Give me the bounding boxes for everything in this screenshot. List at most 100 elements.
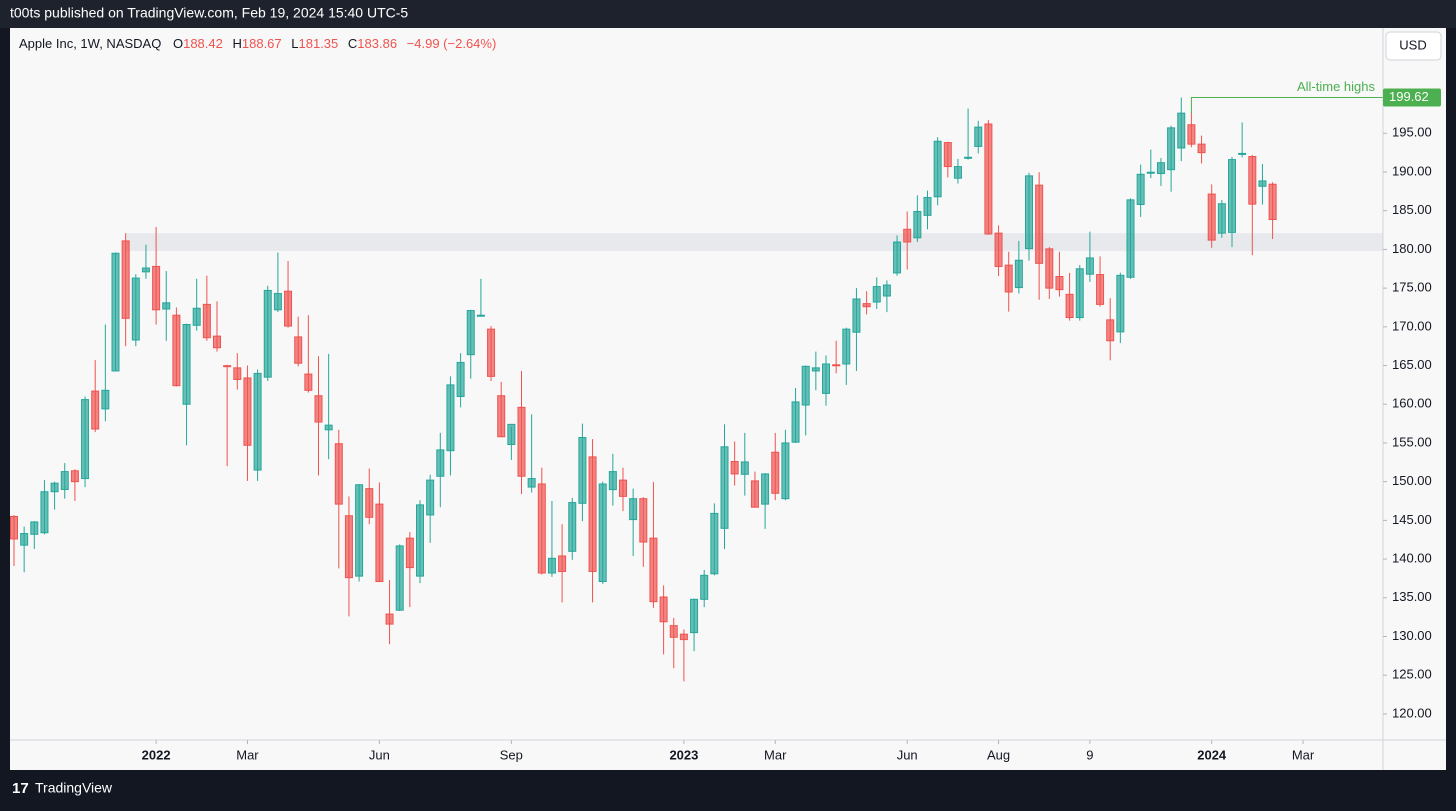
x-tick-label: Jun [369,747,390,762]
candle-body [10,515,18,540]
candle-body [476,314,485,317]
candle-body [1075,268,1084,319]
candle-body [537,483,546,574]
candle-body [141,267,150,273]
candle-body [1248,156,1257,205]
candle-body [344,515,353,579]
candle-body [20,533,29,546]
candle-body [91,390,100,430]
y-tick-label: 125.00 [1392,667,1432,682]
x-tick-label: Jun [897,747,918,762]
candle-body [649,537,658,603]
candle-body [629,498,638,521]
candle-body [101,389,110,410]
candle-body [1228,159,1236,233]
candle-body [639,498,648,543]
y-tick-label: 180.00 [1392,241,1432,256]
candle-body [426,479,435,516]
candle-body [893,241,902,274]
candle-body [1045,248,1054,289]
candle-body [730,461,739,475]
legend: Apple Inc, 1W, NASDAQ O188.42 H188.67 L1… [19,36,496,51]
candle-body [395,545,404,611]
candle-body [1096,274,1105,305]
publish-info: t00ts published on TradingView.com, Feb … [10,5,408,21]
legend-o: 188.42 [183,36,223,51]
legend-h-label: H [232,36,241,51]
candle-body [801,365,810,406]
candle-body [334,443,343,505]
candle-body [1177,112,1186,149]
candle-body [202,303,211,339]
candle-body [30,521,39,535]
candle-body [547,557,556,574]
x-tick-label: Sep [500,747,523,762]
x-tick-label: Mar [764,747,787,762]
footer-logo: 17 TradingView [12,780,113,797]
currency[interactable]: USD [1399,37,1426,52]
candle-body [314,395,323,423]
candle-body [679,633,688,641]
candle-body [162,302,171,310]
candle-body [1085,257,1094,275]
candle-body [446,384,455,452]
candle-body [984,123,993,235]
logo-mark: 17 [12,780,29,797]
candle-body [416,504,424,577]
plot [10,97,1383,682]
candle-body [111,252,120,372]
legend-symbol: Apple Inc, 1W, NASDAQ [19,36,161,51]
legend-l-label: L [291,36,298,51]
candle-body [872,286,881,303]
candle-body [273,293,282,311]
candle-body [1065,293,1074,319]
y-tick-label: 190.00 [1392,163,1432,178]
candle-body [659,596,668,623]
candle-body [213,335,221,349]
candle-body [943,142,952,168]
candle-body [761,473,770,505]
candle-body [882,284,891,297]
y-tick-label: 120.00 [1392,705,1432,720]
candle-body [507,423,516,446]
ath-line [1190,97,1383,114]
candle-body [70,470,79,483]
candle-body [608,471,617,491]
candle-body [304,373,313,391]
candle-body [1116,274,1125,333]
price-label: 199.62 [1389,89,1429,104]
candle-body [405,537,414,569]
y-tick-label: 140.00 [1392,551,1432,566]
y-tick-label: 165.00 [1392,357,1432,372]
candle-body [487,328,496,377]
candle-body [842,328,851,365]
y-tick-label: 170.00 [1392,318,1432,333]
y-tick-label: 155.00 [1392,434,1432,449]
candle-body [1238,152,1247,155]
candle-body [243,377,252,446]
candle-body [81,399,90,480]
y-tick-label: 185.00 [1392,202,1432,217]
y-tick-label: 150.00 [1392,473,1432,488]
candle-body [1004,264,1013,293]
candle-body [700,574,709,600]
candle-body [192,307,201,326]
candle-body [862,303,871,308]
candle-body [1035,184,1044,264]
candle-body [933,140,942,198]
candle-body [740,461,749,475]
candle-body [1167,127,1176,171]
x-tick-label: Aug [987,747,1010,762]
candle-body [1207,193,1216,241]
candle-body [40,491,49,534]
x-tick-label: Mar [1292,747,1315,762]
y-tick-label: 130.00 [1392,628,1432,643]
candle-body [1258,180,1267,187]
candle-body [1268,183,1277,221]
currency-button[interactable] [1385,31,1442,61]
y-tick-label: 160.00 [1392,396,1432,411]
candle-body [903,228,912,243]
y-tick-label: 145.00 [1392,512,1432,527]
